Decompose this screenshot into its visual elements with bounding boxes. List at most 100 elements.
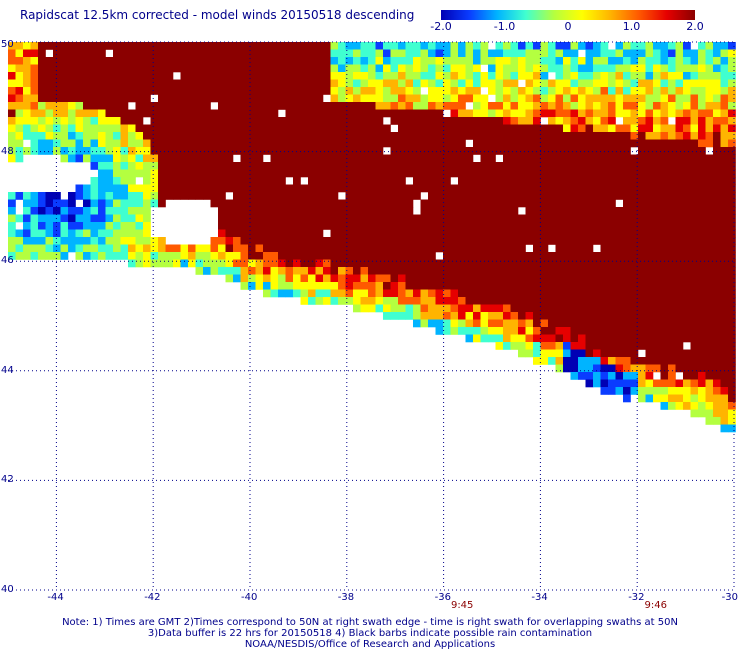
wind-cell: [683, 229, 691, 238]
wind-cell: [713, 207, 721, 215]
wind-cell: [458, 139, 466, 148]
wind-cell: [690, 57, 699, 65]
wind-cell: [225, 229, 234, 238]
wind-cell: [368, 57, 376, 65]
wind-cell: [473, 57, 481, 65]
wind-cell: [278, 132, 286, 140]
wind-cell: [615, 57, 624, 65]
wind-cell: [525, 139, 534, 148]
wind-cell: [645, 282, 654, 290]
wind-cell: [705, 72, 714, 80]
wind-cell: [420, 117, 429, 125]
wind-cell: [555, 49, 564, 58]
wind-cell: [503, 162, 511, 170]
colorbar-gradient: [441, 10, 695, 20]
wind-cell: [353, 229, 361, 238]
wind-cell: [90, 64, 99, 73]
wind-cell: [503, 87, 511, 95]
wind-cell: [315, 79, 324, 88]
wind-cell: [53, 79, 61, 88]
wind-cell: [533, 289, 541, 298]
wind-cell: [630, 162, 639, 170]
wind-cell: [68, 244, 76, 253]
wind-cell: [600, 79, 609, 88]
wind-cell: [113, 169, 121, 178]
wind-cell: [218, 237, 226, 245]
wind-cell: [675, 364, 684, 373]
wind-cell: [158, 72, 166, 80]
wind-cell: [323, 214, 331, 223]
wind-cell: [338, 289, 346, 298]
wind-cell: [263, 222, 271, 230]
wind-cell: [135, 207, 144, 215]
wind-cell: [248, 139, 256, 148]
wind-cell: [113, 109, 121, 118]
wind-cell: [705, 289, 714, 298]
wind-cell: [465, 229, 474, 238]
wind-cell: [15, 154, 24, 163]
wind-cell: [45, 207, 54, 215]
wind-cell: [308, 177, 316, 185]
wind-cell: [353, 87, 361, 95]
wind-cell: [570, 162, 579, 170]
wind-cell: [75, 57, 84, 65]
wind-cell: [450, 72, 459, 80]
wind-cell: [68, 117, 76, 125]
wind-cell: [548, 319, 556, 328]
wind-cell: [683, 334, 691, 343]
wind-cell: [293, 192, 301, 200]
wind-cell: [375, 72, 384, 80]
wind-cell: [525, 72, 534, 80]
wind-cell: [660, 57, 669, 65]
wind-cell: [713, 139, 721, 148]
wind-cell: [435, 154, 444, 163]
wind-cell: [623, 252, 631, 260]
wind-cell: [525, 289, 534, 298]
wind-cell: [240, 244, 249, 253]
wind-cell: [473, 169, 481, 178]
colorbar-tick-label: -2.0: [430, 20, 452, 33]
wind-cell: [728, 409, 736, 418]
wind-cell: [233, 229, 241, 238]
colorbar-tick-label: -1.0: [493, 20, 516, 33]
wind-cell: [585, 214, 594, 223]
wind-cell: [218, 184, 226, 193]
wind-cell: [38, 42, 46, 50]
wind-cell: [645, 312, 654, 320]
wind-cell: [593, 57, 601, 65]
wind-cell: [713, 169, 721, 178]
wind-cell: [360, 304, 369, 313]
wind-cell: [293, 274, 301, 283]
wind-cell: [293, 42, 301, 50]
wind-cell: [638, 214, 646, 223]
wind-cell: [510, 282, 519, 290]
wind-cell: [615, 259, 624, 268]
wind-cell: [398, 289, 406, 298]
wind-cell: [645, 72, 654, 80]
wind-cell: [338, 237, 346, 245]
wind-cell: [675, 132, 684, 140]
wind-cell: [345, 147, 354, 155]
wind-cell: [473, 267, 481, 275]
wind-cell: [570, 357, 579, 365]
wind-cell: [263, 282, 271, 290]
wind-cell: [270, 237, 279, 245]
wind-cell: [480, 282, 489, 290]
wind-cell: [105, 117, 114, 125]
wind-cell: [173, 49, 181, 58]
wind-cell: [308, 207, 316, 215]
wind-cell: [705, 64, 714, 73]
wind-cell: [420, 312, 429, 320]
wind-cell: [495, 237, 504, 245]
wind-cell: [555, 162, 564, 170]
wind-cell: [698, 252, 706, 260]
wind-cell: [458, 124, 466, 133]
wind-cell: [540, 139, 549, 148]
wind-cell: [188, 87, 196, 95]
wind-cell: [143, 109, 151, 118]
wind-cell: [720, 124, 729, 133]
wind-cell: [173, 102, 181, 110]
wind-cell: [368, 94, 376, 103]
wind-cell: [248, 147, 256, 155]
wind-cell: [698, 109, 706, 118]
